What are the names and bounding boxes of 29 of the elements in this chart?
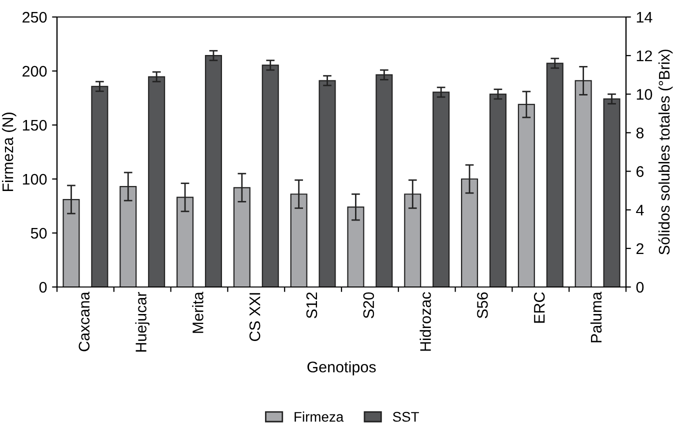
x-tick-label: Caxcana bbox=[78, 292, 90, 352]
y2-tick-label: 2 bbox=[636, 243, 644, 254]
y-tick-label: 0 bbox=[39, 282, 47, 293]
y-tick-label: 150 bbox=[22, 120, 47, 131]
x-tick-label: Huejucar bbox=[135, 292, 150, 352]
y-tick-label: 100 bbox=[22, 174, 47, 185]
y-tick-label: 250 bbox=[22, 12, 47, 23]
y-tick-label: 50 bbox=[30, 228, 47, 239]
x-tick-label: Hidrozac bbox=[420, 292, 431, 351]
y2-tick-label: 12 bbox=[636, 50, 652, 62]
x-tick-label: S56 bbox=[477, 292, 488, 318]
legend-label: Firmeza bbox=[294, 412, 344, 422]
y-tick-label: 200 bbox=[22, 66, 47, 77]
y2-axis-title: Sólidos solubles totales (°Brix) bbox=[658, 50, 673, 255]
y2-tick-label: 14 bbox=[636, 12, 652, 23]
y2-tick-label: 0 bbox=[636, 282, 644, 293]
x-tick-label: S20 bbox=[363, 292, 374, 318]
y2-tick-label: 6 bbox=[636, 166, 644, 177]
x-tick-label: Merita bbox=[192, 292, 204, 333]
y2-tick-label: 10 bbox=[636, 89, 652, 100]
x-axis-title: Genotipos bbox=[307, 361, 376, 376]
x-tick-label: Paluma bbox=[590, 292, 602, 342]
x-tick-label: ERC bbox=[534, 292, 545, 323]
x-tick-label: S12 bbox=[306, 292, 318, 318]
y2-tick-label: 8 bbox=[636, 128, 644, 138]
y2-tick-label: 4 bbox=[636, 204, 644, 216]
y-axis-title: Firmeza (N) bbox=[2, 112, 16, 192]
legend-label: SST bbox=[392, 412, 419, 422]
x-tick-label: CS XXI bbox=[249, 293, 260, 342]
